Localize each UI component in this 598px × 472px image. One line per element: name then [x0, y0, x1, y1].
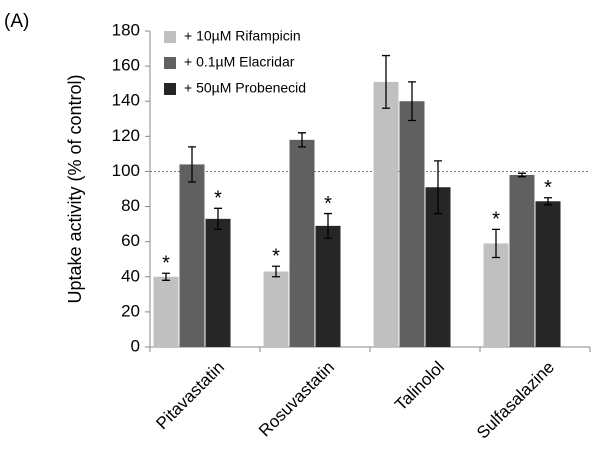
bar	[483, 243, 509, 347]
legend-swatch	[164, 57, 176, 69]
y-tick-label: 180	[112, 20, 140, 39]
panel-label: (A)	[4, 11, 29, 32]
error-bar	[298, 132, 306, 148]
y-tick-label: 40	[121, 266, 140, 285]
legend-swatch	[164, 83, 176, 95]
legend-label: + 0.1µM Elacridar	[184, 54, 295, 70]
error-bar	[188, 146, 196, 183]
bar	[373, 81, 399, 348]
bar	[509, 174, 535, 347]
bar	[399, 101, 425, 347]
error-bar	[382, 54, 390, 109]
error-bar	[544, 197, 552, 206]
legend-label: + 50µM Probenecid	[184, 80, 306, 96]
bar	[179, 164, 205, 347]
legend-swatch	[164, 31, 176, 43]
y-tick-label: 120	[112, 126, 140, 145]
x-tick-label: Pitavastatin	[152, 358, 228, 434]
bar	[289, 139, 315, 347]
y-tick-label: 100	[112, 161, 140, 180]
y-tick-label: 80	[121, 196, 140, 215]
y-tick-label: 160	[112, 56, 140, 75]
significance-marker: *	[214, 188, 222, 210]
error-bar	[324, 212, 332, 239]
legend-label: + 10µM Rifampicin	[184, 28, 301, 44]
bar	[535, 201, 561, 347]
y-tick-label: 20	[121, 301, 140, 320]
significance-marker: *	[162, 253, 170, 275]
y-tick-label: 140	[112, 91, 140, 110]
significance-marker: *	[492, 209, 500, 231]
error-bar	[408, 81, 416, 122]
y-tick-label: 0	[131, 336, 140, 355]
x-tick-label: Rosuvastatin	[255, 358, 338, 441]
error-bar	[272, 265, 280, 278]
error-bar	[518, 172, 526, 178]
bar	[205, 218, 231, 347]
y-tick-label: 60	[121, 231, 140, 250]
error-bar	[492, 228, 500, 259]
bar	[263, 271, 289, 347]
error-bar	[162, 272, 170, 281]
bar	[153, 276, 179, 347]
x-tick-label: Sulfasalazine	[473, 358, 558, 443]
y-axis-label: Uptake activity (% of control)	[65, 74, 85, 303]
x-tick-label: Talinolol	[391, 358, 448, 415]
error-bar	[214, 207, 222, 231]
significance-marker: *	[324, 193, 332, 215]
significance-marker: *	[272, 246, 280, 268]
error-bar	[434, 160, 442, 215]
significance-marker: *	[544, 177, 552, 199]
bar	[315, 225, 341, 347]
